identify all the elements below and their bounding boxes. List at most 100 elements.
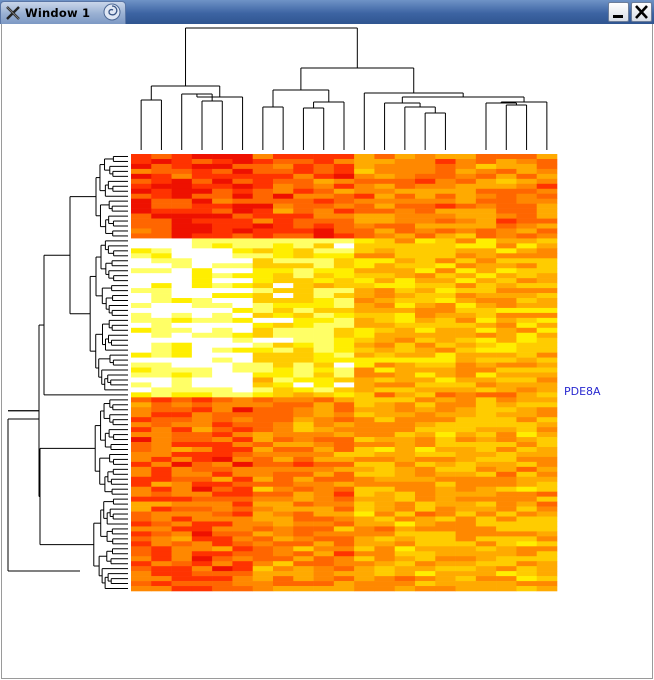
heatmap-cell <box>435 417 456 423</box>
heatmap-cell <box>313 491 335 497</box>
heatmap-cell <box>151 481 172 488</box>
heatmap-cell <box>475 362 497 368</box>
heatmap-cell <box>212 357 233 363</box>
heatmap-cell <box>516 283 538 289</box>
heatmap-cell <box>536 387 558 393</box>
window-tab[interactable]: Window 1 <box>0 1 126 24</box>
heatmap-cell <box>191 327 213 334</box>
heatmap-cell <box>131 437 152 443</box>
heatmap-cell <box>313 461 335 468</box>
heatmap-cell <box>374 486 396 492</box>
heatmap-cell <box>536 327 558 334</box>
heatmap-cell <box>252 337 274 344</box>
heatmap-cell <box>232 446 254 453</box>
heatmap-cell <box>394 392 416 398</box>
heatmap-cell <box>212 362 233 368</box>
heatmap-cell <box>252 317 274 324</box>
heatmap-cell <box>516 173 538 180</box>
heatmap-cell <box>151 233 172 239</box>
heatmap-cell <box>496 521 517 527</box>
swirl-icon[interactable] <box>103 3 121 21</box>
heatmap-cell <box>252 154 274 160</box>
heatmap-cell <box>313 516 335 522</box>
heatmap-cell <box>191 168 213 175</box>
heatmap-cell <box>212 208 233 214</box>
heatmap-cell <box>435 491 456 497</box>
heatmap-cell <box>171 571 193 577</box>
heatmap-cell <box>496 208 517 214</box>
heatmap-cell <box>536 531 558 537</box>
heatmap-cell <box>232 158 254 165</box>
heatmap-cell <box>435 451 456 458</box>
heatmap-cell <box>536 273 558 279</box>
title-bar[interactable]: Window 1 <box>0 0 654 24</box>
heatmap-cell <box>232 432 254 438</box>
heatmap-cell <box>191 238 213 244</box>
heatmap-cell <box>435 347 456 353</box>
heatmap-cell <box>496 461 517 468</box>
heatmap-cell <box>232 293 254 299</box>
heatmap-cell <box>151 372 172 378</box>
heatmap-cell <box>212 476 233 483</box>
heatmap-cell <box>252 218 274 224</box>
heatmap-cell <box>455 392 477 398</box>
close-button[interactable] <box>631 2 652 22</box>
heatmap-cell <box>536 263 558 269</box>
heatmap-cell <box>212 372 233 378</box>
heatmap-cell <box>536 456 558 463</box>
heatmap-cell <box>171 501 193 507</box>
heatmap-cell <box>354 372 375 378</box>
heatmap-cell <box>394 228 416 234</box>
heatmap-cell <box>151 168 172 175</box>
heatmap-cell <box>536 422 558 428</box>
heatmap-cell <box>516 422 538 428</box>
heatmap-cell <box>212 347 233 353</box>
heatmap-cell <box>455 417 477 423</box>
heatmap-cell <box>516 312 538 319</box>
heatmap-cell <box>252 546 274 552</box>
heatmap-cell <box>475 551 497 557</box>
heatmap-cell <box>151 208 172 214</box>
heatmap-cell <box>374 526 396 532</box>
heatmap-cell <box>496 506 517 512</box>
heatmap-cell <box>333 451 355 458</box>
heatmap-cell <box>496 417 517 423</box>
heatmap-cell <box>131 566 152 572</box>
heatmap-cell <box>273 571 294 577</box>
heatmap-cell <box>435 298 456 304</box>
heatmap-cell <box>435 466 456 473</box>
heatmap-cell <box>131 451 152 458</box>
heatmap-cell <box>171 526 193 532</box>
heatmap-cell <box>374 293 396 299</box>
heatmap-cell <box>273 317 294 324</box>
heatmap-cell <box>171 531 193 537</box>
heatmap-cell <box>475 491 497 497</box>
heatmap-cell <box>333 193 355 199</box>
heatmap-cell <box>455 298 477 304</box>
heatmap-cell <box>374 496 396 502</box>
heatmap-cell <box>232 402 254 408</box>
heatmap-cell <box>374 511 396 517</box>
heatmap-cell <box>475 581 497 587</box>
heatmap-cell <box>516 506 538 512</box>
heatmap-cell <box>415 432 436 438</box>
heatmap-cell <box>273 253 294 259</box>
heatmap-cell <box>212 268 233 274</box>
heatmap-cell <box>333 576 355 582</box>
heatmap-cell <box>435 312 456 319</box>
heatmap-cell <box>131 392 152 398</box>
heatmap-cell <box>496 571 517 577</box>
heatmap-cell <box>536 551 558 557</box>
heatmap-cell <box>374 357 396 363</box>
heatmap-cell <box>536 407 558 413</box>
heatmap-cell <box>293 422 314 428</box>
heatmap-cell <box>475 278 497 284</box>
minimize-button[interactable] <box>608 2 629 22</box>
heatmap-cell <box>212 437 233 443</box>
heatmap-cell <box>475 158 497 165</box>
heatmap-cell <box>516 536 538 542</box>
heatmap-cell <box>455 223 477 229</box>
heatmap-cell <box>171 258 193 264</box>
heatmap-cell <box>536 188 558 195</box>
heatmap-cell <box>394 576 416 582</box>
